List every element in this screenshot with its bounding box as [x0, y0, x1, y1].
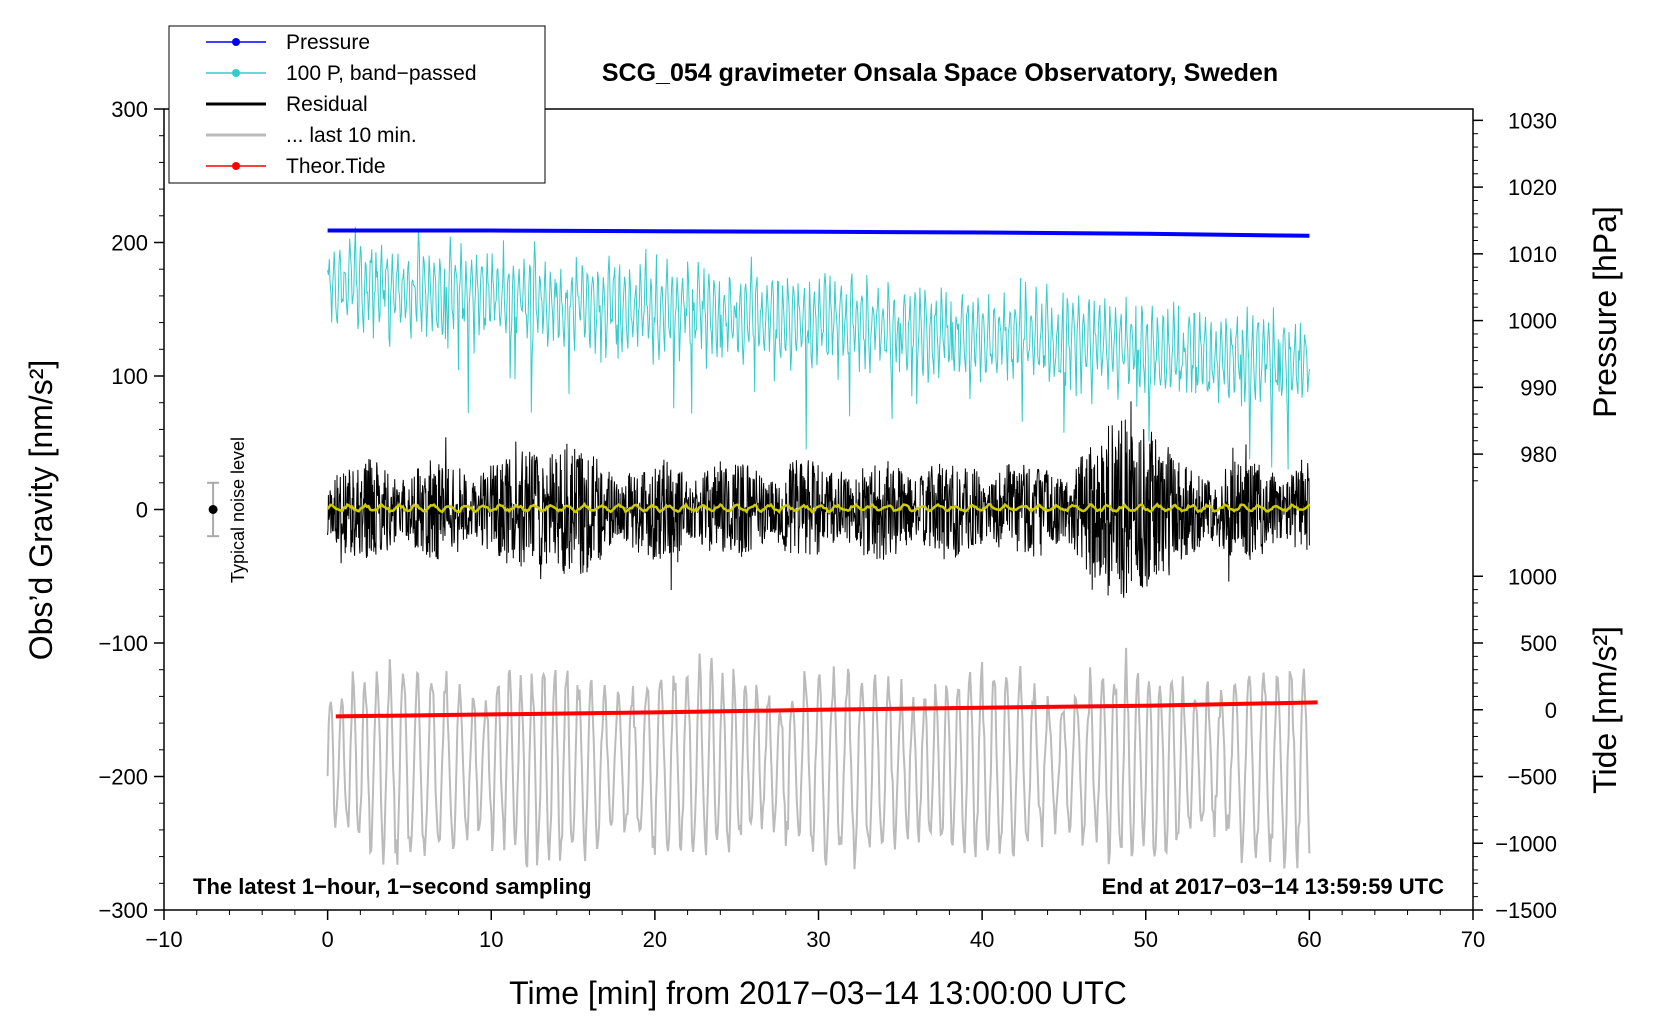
y-axis-label-tide: Tide [nm/s²] — [1587, 626, 1623, 794]
pressure-tick-label: 1010 — [1508, 242, 1557, 267]
y-axis-label-pressure: Pressure [hPa] — [1587, 206, 1623, 418]
tide-tick-label: −500 — [1507, 765, 1557, 790]
y-tick-label-left: 300 — [111, 97, 148, 122]
chart-title: SCG_054 gravimeter Onsala Space Observat… — [602, 59, 1278, 87]
legend-items: Pressure 100 P, band−passed Residual ... la… — [206, 31, 477, 178]
y-tick-label-left: −200 — [98, 765, 148, 790]
legend-marker — [232, 38, 240, 46]
legend-marker — [232, 69, 240, 77]
annotation-sampling: The latest 1−hour, 1−second sampling — [193, 874, 592, 899]
tide-tick-label: −1000 — [1495, 831, 1557, 856]
x-tick-label: 30 — [806, 927, 830, 952]
x-tick-label: 10 — [479, 927, 503, 952]
y-tick-label-left: 0 — [136, 498, 148, 523]
pressure-tick-label: 1020 — [1508, 175, 1557, 200]
series-band-passed-pressure — [327, 226, 1310, 470]
x-tick-label: −10 — [145, 927, 182, 952]
x-tick-label: 60 — [1297, 927, 1321, 952]
pressure-tick-label: 1030 — [1508, 108, 1557, 133]
legend: Pressure 100 P, band−passed Residual ... la… — [168, 25, 546, 184]
series-theor-tide — [335, 700, 1318, 719]
x-tick-label: 0 — [322, 927, 334, 952]
noise-bar-center — [208, 505, 218, 514]
legend-label: 100 P, band−passed — [286, 62, 477, 85]
legend-marker — [232, 162, 240, 170]
tide-tick-label: 500 — [1520, 631, 1557, 656]
pressure-tick-label: 980 — [1520, 442, 1557, 467]
x-tick-label: 50 — [1134, 927, 1158, 952]
tide-tick-label: −1500 — [1495, 898, 1557, 923]
legend-label: Pressure — [286, 31, 370, 54]
pressure-tick-label: 990 — [1520, 375, 1557, 400]
noise-level-label: Typical noise level — [228, 437, 248, 583]
y-tick-label-left: 100 — [111, 364, 148, 389]
pressure-tick-label: 1000 — [1508, 309, 1557, 334]
legend-label: Theor.Tide — [286, 155, 386, 178]
tide-tick-label: 1000 — [1508, 564, 1557, 589]
y-tick-label-left: −300 — [98, 898, 148, 923]
data-layer — [326, 226, 1318, 870]
legend-label: ... last 10 min. — [286, 124, 417, 147]
y-axis-label-left: Obs’d Gravity [nm/s²] — [23, 360, 59, 661]
x-tick-label: 20 — [643, 927, 667, 952]
x-tick-label: 70 — [1461, 927, 1485, 952]
legend-label: Residual — [286, 93, 368, 116]
x-axis-label: Time [min] from 2017−03−14 13:00:00 UTC — [509, 975, 1127, 1011]
series-residual — [327, 401, 1310, 598]
series-smoothed-residual — [326, 501, 1311, 514]
x-tick-label: 40 — [970, 927, 994, 952]
series-pressure — [327, 228, 1310, 238]
y-tick-label-left: 200 — [111, 231, 148, 256]
axis-layer: −10 0 10 20 30 40 50 60 703002001000−100−200−300… — [98, 97, 1557, 952]
annotation-end-time: End at 2017−03−14 13:59:59 UTC — [1102, 874, 1445, 899]
series-last-10-min — [326, 647, 1311, 870]
tide-tick-label: 0 — [1545, 698, 1557, 723]
y-tick-label-left: −100 — [98, 631, 148, 656]
